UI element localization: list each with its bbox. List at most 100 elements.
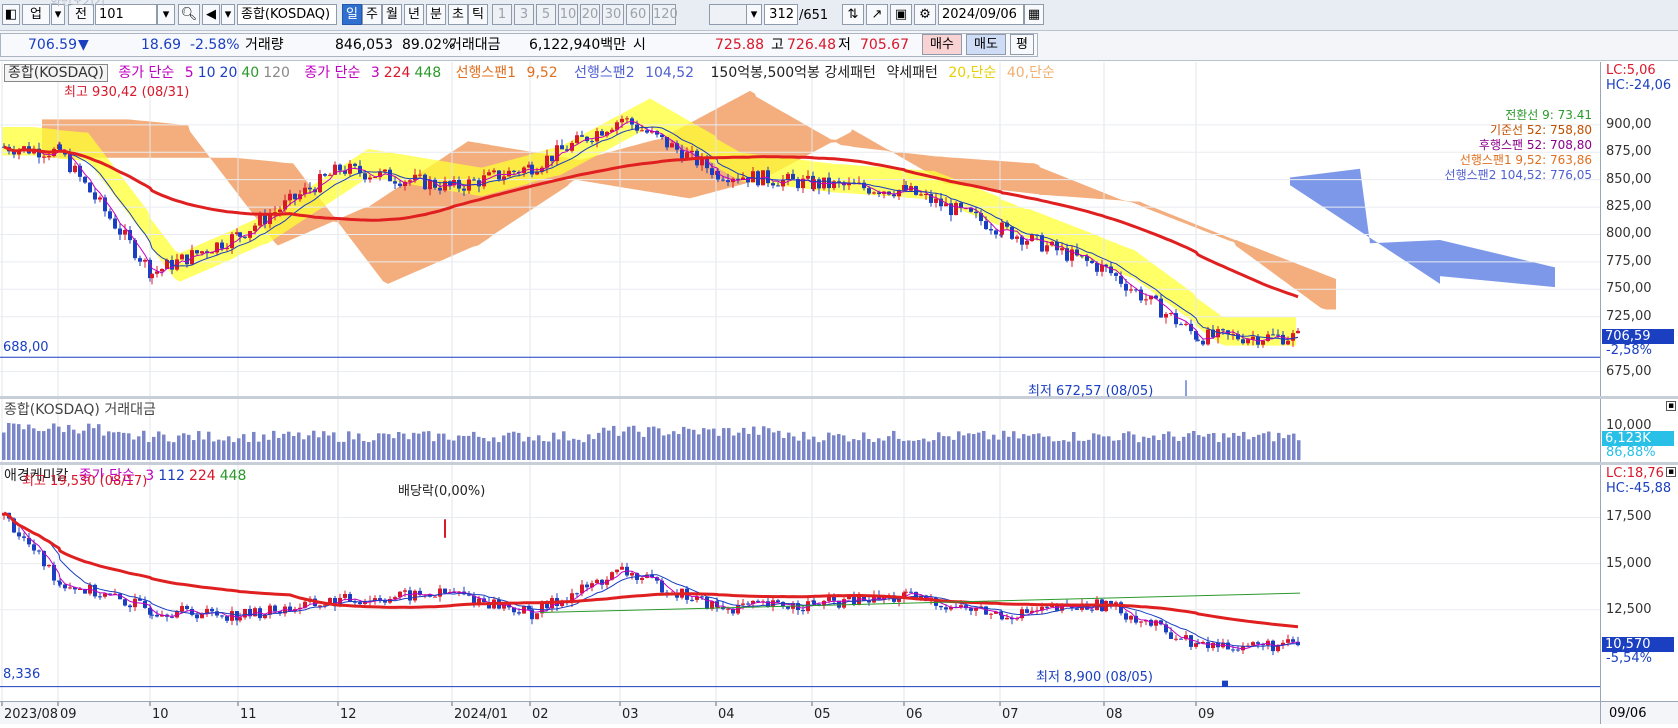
candle-body	[308, 187, 312, 190]
open-label: 시	[633, 37, 646, 53]
candle-body	[1164, 624, 1168, 633]
amount-bar	[847, 441, 851, 460]
code-dropdown-icon[interactable]: ▾	[157, 4, 175, 25]
candle-body	[904, 185, 908, 191]
stock-close-icon[interactable]: ▪	[1666, 467, 1676, 477]
date-input[interactable]: 2024/09/06	[938, 4, 1024, 25]
amount-bar	[22, 429, 26, 460]
candle-body	[403, 181, 407, 186]
candle-body	[822, 600, 826, 606]
search-icon[interactable]: 🔍︎	[178, 4, 200, 25]
interval-button-60[interactable]: 60	[626, 4, 650, 25]
interval-button-10[interactable]: 10	[558, 4, 578, 25]
candle-body	[448, 181, 452, 186]
interval-dropdown-icon[interactable]: ▾	[746, 4, 762, 25]
ichimoku-cloud	[42, 90, 1336, 310]
window-menu-icon[interactable]: ◧	[2, 4, 20, 25]
gear-icon[interactable]: ⚙	[914, 4, 936, 25]
candle-body	[1010, 617, 1014, 620]
period-button-0[interactable]: 일	[342, 4, 362, 25]
candle-body	[32, 544, 36, 551]
candle-body	[1070, 249, 1074, 261]
candle-body	[93, 192, 97, 200]
amount-bar	[1292, 433, 1296, 460]
candle-body	[1095, 263, 1099, 272]
amount-bar	[1237, 435, 1241, 460]
candle-body	[741, 177, 745, 180]
candle-body	[1164, 313, 1168, 318]
candle-body	[1010, 226, 1014, 239]
ma-short-line	[3, 120, 1299, 342]
candle-body	[535, 613, 539, 620]
candle-body	[1025, 241, 1029, 245]
legend-span1-val: 9,52	[526, 65, 558, 81]
speaker-icon[interactable]: ◀	[202, 4, 220, 25]
amount-bar	[312, 430, 316, 460]
candle-body	[393, 597, 397, 599]
amount-bar	[1267, 431, 1271, 460]
amount-chart[interactable]	[0, 399, 1600, 462]
interval-button-3[interactable]: 3	[514, 4, 534, 25]
amount-bar	[377, 433, 381, 460]
period-button-2[interactable]: 월	[382, 4, 402, 25]
period-button-6[interactable]: 틱	[468, 4, 488, 25]
candle-tool-icon[interactable]: ⇅	[842, 4, 864, 25]
amount-title[interactable]: 종합(KOSDAQ) 거래대금	[4, 402, 156, 418]
candle-body	[1139, 621, 1143, 623]
period-button-1[interactable]: 주	[362, 4, 382, 25]
buy-button[interactable]: 매수	[922, 34, 962, 55]
interval-button-1[interactable]: 1	[492, 4, 512, 25]
candle-body	[492, 170, 496, 173]
candle-body	[969, 608, 973, 611]
interval-custom-field[interactable]	[709, 4, 747, 25]
prev-button[interactable]: 전	[68, 4, 94, 25]
interval-button-5[interactable]: 5	[536, 4, 556, 25]
speaker-dropdown-icon[interactable]: ▾	[221, 4, 235, 25]
interval-button-120[interactable]: 120	[652, 4, 678, 25]
candle-body	[575, 135, 579, 143]
amount-bar	[942, 436, 946, 460]
stock-ma-periods: 3 112 224 448	[145, 468, 250, 484]
calendar-icon[interactable]: ▦	[1024, 4, 1044, 25]
candle-body	[195, 250, 199, 254]
amount-bar	[57, 426, 61, 460]
candle-body	[477, 180, 481, 187]
eval-button[interactable]: 평	[1010, 34, 1034, 55]
amount-panel[interactable]	[0, 399, 1600, 462]
save-icon[interactable]: ▣	[890, 4, 912, 25]
period-button-5[interactable]: 초	[448, 4, 468, 25]
kosdaq-panel[interactable]	[0, 62, 1600, 397]
legend-ma-periods: 5 10 20 40 120	[185, 65, 294, 81]
interval-button-30[interactable]: 30	[602, 4, 624, 25]
kosdaq-last-price: 706,59	[1602, 328, 1674, 344]
ma2-period-224: 224	[383, 65, 411, 81]
stock-chart[interactable]	[0, 465, 1600, 701]
stock-title[interactable]: 애경케미칼	[4, 468, 69, 484]
candle-body	[358, 602, 362, 605]
code-input[interactable]: 101	[95, 4, 157, 25]
amount-bar	[1007, 436, 1011, 460]
amount-bar	[372, 440, 376, 460]
amount-close-icon[interactable]: ▪	[1666, 401, 1676, 411]
draw-tool-icon[interactable]: ↗	[866, 4, 888, 25]
x-label-8: 04	[718, 707, 735, 722]
candle-body	[979, 213, 983, 222]
candle-body	[63, 584, 67, 589]
candle-body	[353, 601, 357, 603]
stock-panel[interactable]	[0, 465, 1600, 701]
panel-divider[interactable]	[0, 396, 1678, 399]
amount-bar	[777, 430, 781, 460]
market-dropdown-icon[interactable]: ▾	[51, 4, 65, 25]
period-button-3[interactable]: 년	[404, 4, 424, 25]
count-input[interactable]: 312	[764, 4, 798, 25]
period-button-4[interactable]: 분	[426, 4, 446, 25]
interval-button-20[interactable]: 20	[580, 4, 600, 25]
kosdaq-title[interactable]: 종합(KOSDAQ)	[4, 64, 108, 82]
sell-button[interactable]: 매도	[966, 34, 1006, 55]
kosdaq-chart[interactable]	[0, 62, 1600, 397]
panel-divider-2[interactable]	[0, 462, 1678, 465]
amount-bar	[692, 429, 696, 460]
market-select[interactable]: 업	[22, 4, 50, 25]
candle-body	[862, 182, 866, 189]
amount-bar	[327, 435, 331, 460]
